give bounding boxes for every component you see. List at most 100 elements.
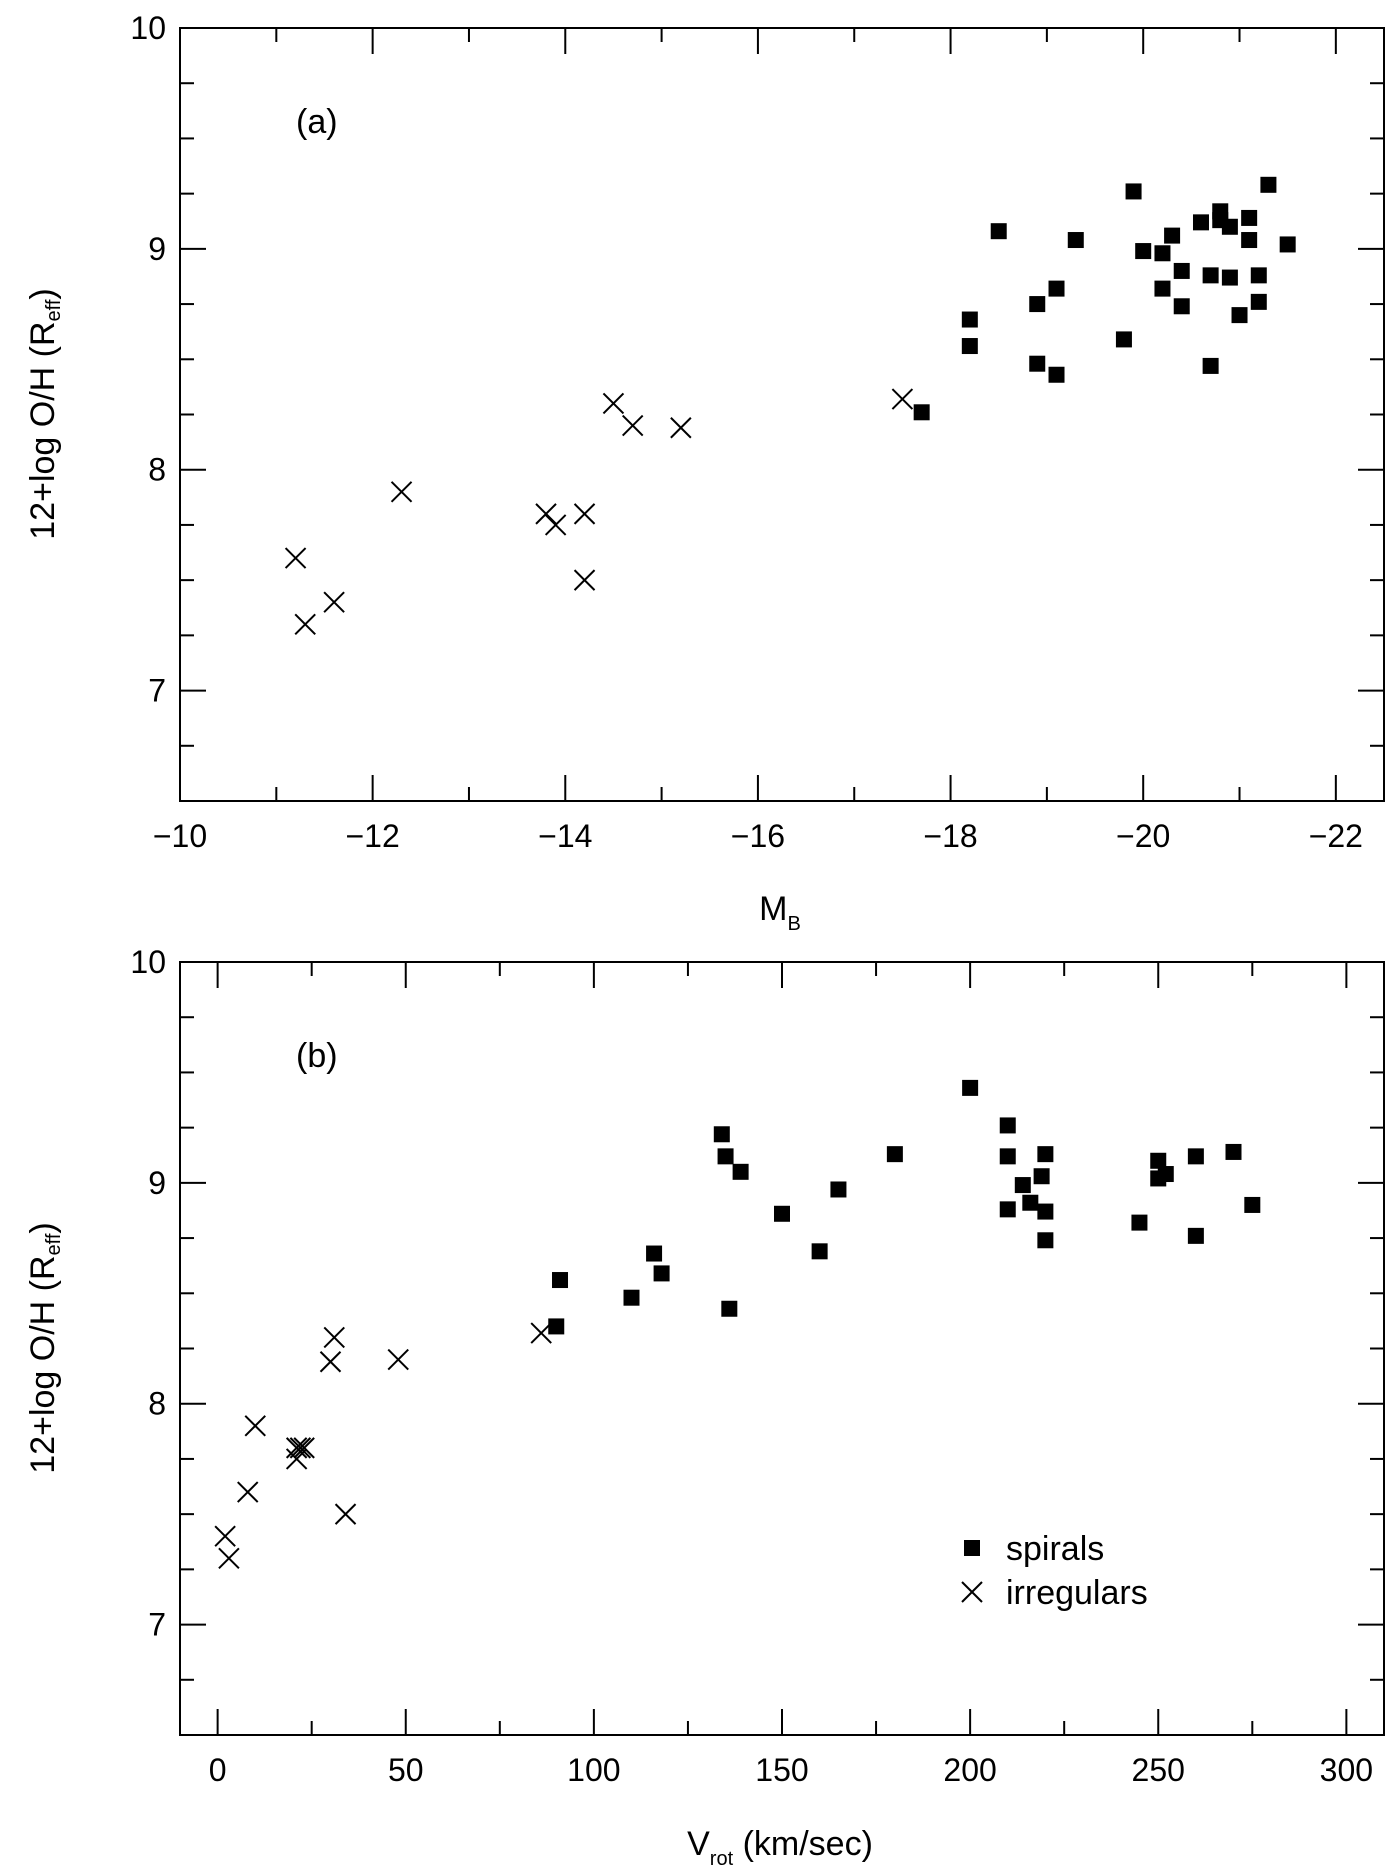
spiral-point — [1048, 366, 1065, 383]
y-tick-label: 9 — [148, 1165, 166, 1201]
spiral-point — [962, 1079, 979, 1096]
spiral-point — [1115, 331, 1132, 348]
spiral-point — [1250, 293, 1267, 310]
panel-a-ticks: −10 −12 −14 −16 −18 −20 −22 7 8 9 10 — [130, 10, 1384, 854]
spiral-point — [1029, 296, 1046, 313]
spiral-point — [1157, 1166, 1174, 1183]
y-tick-label: 10 — [130, 944, 166, 980]
irregular-point — [214, 1525, 236, 1547]
spiral-point — [999, 1117, 1016, 1134]
x-tick-label: 200 — [943, 1752, 996, 1788]
x-tick-label: −14 — [538, 818, 592, 854]
irregular-point — [293, 1437, 315, 1459]
spiral-point — [1192, 214, 1209, 231]
spiral-point — [1241, 232, 1258, 249]
panel-b: 0 50 100 150 200 250 300 7 8 9 10 (b) Vrot (km/sec… — [24, 944, 1385, 1869]
irregular-point — [319, 1351, 342, 1373]
panel-a-y-axis-title: 12+log O/H (Reff) — [24, 288, 65, 539]
spiral-point — [653, 1265, 670, 1282]
irregular-point — [544, 514, 567, 536]
spiral-point — [1125, 183, 1142, 200]
x-tick-label: −20 — [1116, 818, 1170, 854]
x-tick-label: 0 — [209, 1752, 227, 1788]
spiral-point — [1048, 280, 1065, 297]
spiral-point — [1202, 357, 1219, 374]
legend-label-irregulars: irregulars — [1006, 1574, 1148, 1612]
spiral-point — [1164, 227, 1181, 244]
spiral-point — [961, 311, 978, 328]
y-tick-label: 9 — [148, 231, 166, 267]
panel-b-legend: spirals irregulars — [961, 1530, 1148, 1612]
spiral-point — [999, 1148, 1016, 1165]
spiral-point — [1260, 176, 1277, 193]
irregular-point — [573, 503, 596, 525]
spiral-point — [1241, 209, 1258, 226]
panel-a: −10 −12 −14 −16 −18 −20 −22 7 8 9 10 (a) MB 12+log… — [24, 10, 1385, 935]
irregular-point — [390, 481, 413, 503]
panel-b-frame — [179, 961, 1385, 1736]
irregular-point — [573, 569, 596, 591]
spiral-point — [990, 223, 1007, 240]
x-tick-label: −22 — [1309, 818, 1363, 854]
spiral-point — [1067, 232, 1084, 249]
spiral-point — [811, 1243, 828, 1260]
y-tick-label: 10 — [130, 10, 166, 46]
y-tick-label: 8 — [148, 452, 166, 488]
panel-a-x-axis-title: MB — [759, 890, 801, 935]
irregular-point — [387, 1348, 409, 1371]
x-tick-label: 100 — [567, 1752, 620, 1788]
irregular-point — [285, 1448, 308, 1470]
panel-b-points — [214, 1079, 1261, 1570]
panel-a-label: (a) — [296, 103, 338, 141]
x-tick-label: −18 — [923, 818, 977, 854]
y-tick-label: 8 — [148, 1386, 166, 1422]
spiral-point — [1173, 298, 1190, 315]
spiral-point — [961, 338, 978, 355]
irregular-point — [285, 1437, 308, 1459]
x-tick-label: 50 — [388, 1752, 424, 1788]
legend-label-spirals: spirals — [1006, 1530, 1104, 1568]
spiral-point — [1022, 1194, 1039, 1211]
spiral-point — [721, 1300, 738, 1317]
panel-b-x-axis-title: Vrot (km/sec) — [687, 1825, 873, 1869]
spiral-point — [713, 1126, 730, 1143]
x-tick-label: 150 — [755, 1752, 808, 1788]
spiral-point — [913, 404, 930, 421]
spiral-point — [646, 1245, 663, 1262]
panel-a-points — [284, 176, 1296, 636]
irregular-point — [602, 392, 625, 415]
irregular-point — [530, 1322, 552, 1344]
spiral-point — [1033, 1168, 1050, 1185]
irregular-point — [323, 591, 345, 613]
panel-b-ticks: 0 50 100 150 200 250 300 7 8 9 10 — [130, 944, 1384, 1788]
panel-b-label: (b) — [296, 1037, 338, 1075]
spiral-point — [1014, 1177, 1031, 1194]
spiral-point — [1279, 236, 1296, 253]
panel-a-frame — [179, 27, 1385, 802]
irregular-point — [323, 1326, 345, 1349]
irregular-point — [334, 1503, 357, 1525]
spiral-point — [1244, 1196, 1261, 1213]
spiral-point — [717, 1148, 734, 1165]
spiral-point — [552, 1272, 569, 1289]
irregular-point — [237, 1481, 259, 1503]
spiral-point — [623, 1289, 640, 1306]
spiral-point — [886, 1146, 903, 1163]
spiral-point — [1187, 1227, 1204, 1244]
spiral-point — [1173, 262, 1190, 279]
spiral-point — [1037, 1146, 1054, 1163]
spiral-point — [1037, 1203, 1054, 1220]
spiral-point — [732, 1163, 749, 1180]
spiral-point — [1225, 1143, 1242, 1160]
spiral-point — [1131, 1214, 1148, 1231]
spiral-point — [1135, 243, 1152, 260]
spiral-point — [548, 1318, 565, 1335]
x-tick-label: 300 — [1320, 1752, 1373, 1788]
spiral-point — [1154, 280, 1171, 297]
spiral-point — [830, 1181, 847, 1198]
legend-spiral-marker — [964, 1540, 980, 1556]
spiral-point — [1221, 218, 1238, 235]
spiral-point — [999, 1201, 1016, 1218]
irregular-point — [218, 1547, 240, 1570]
spiral-point — [1154, 245, 1171, 262]
